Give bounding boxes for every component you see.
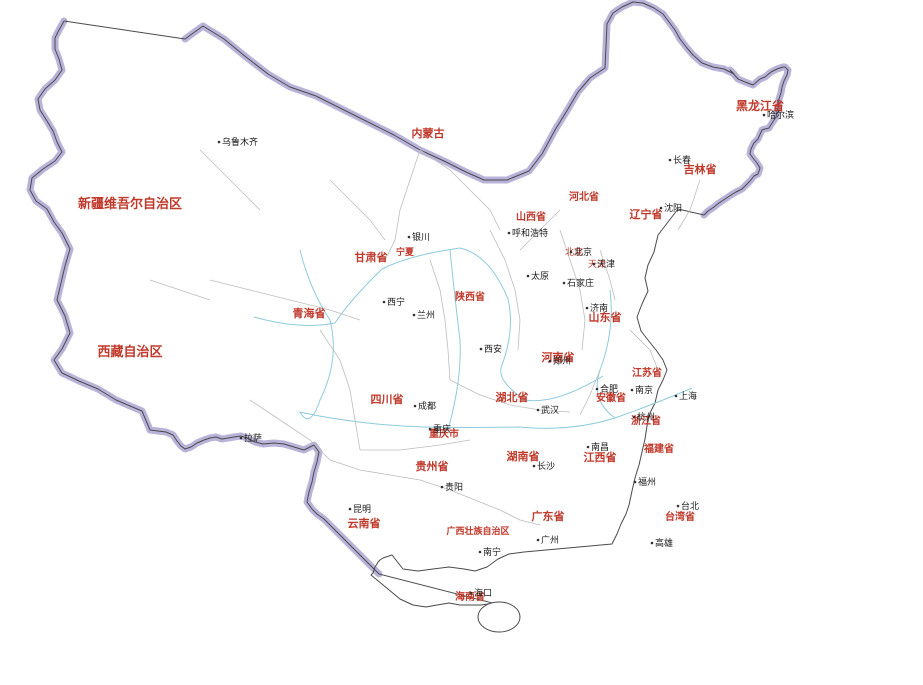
- svg-text:宁夏: 宁夏: [396, 246, 415, 257]
- svg-text:云南省: 云南省: [348, 516, 381, 530]
- svg-text:陕西省: 陕西省: [455, 290, 485, 303]
- svg-text:贵阳: 贵阳: [445, 481, 463, 492]
- svg-text:湖北省: 湖北省: [496, 390, 529, 404]
- svg-text:新疆维吾尔自治区: 新疆维吾尔自治区: [78, 196, 182, 211]
- svg-text:北京: 北京: [574, 246, 592, 257]
- svg-text:南京: 南京: [635, 384, 653, 395]
- svg-text:福州: 福州: [638, 476, 656, 487]
- svg-text:上海: 上海: [679, 390, 697, 401]
- svg-text:南宁: 南宁: [483, 546, 501, 557]
- svg-text:西安: 西安: [484, 343, 502, 354]
- svg-text:甘肃省: 甘肃省: [355, 250, 388, 264]
- svg-text:呼和浩特: 呼和浩特: [512, 227, 548, 238]
- svg-text:四川省: 四川省: [371, 392, 404, 406]
- svg-text:辽宁省: 辽宁省: [630, 207, 663, 221]
- svg-text:合肥: 合肥: [600, 383, 618, 394]
- svg-text:沈阳: 沈阳: [664, 202, 682, 213]
- svg-text:银川: 银川: [412, 231, 430, 242]
- svg-text:武汉: 武汉: [541, 404, 559, 415]
- svg-text:昆明: 昆明: [353, 504, 371, 514]
- svg-text:青海省: 青海省: [293, 306, 326, 320]
- svg-text:重庆: 重庆: [433, 423, 451, 434]
- svg-text:西宁: 西宁: [387, 296, 405, 307]
- svg-text:太原: 太原: [531, 270, 549, 281]
- svg-text:成都: 成都: [418, 400, 436, 411]
- svg-text:海口: 海口: [474, 587, 492, 598]
- svg-text:高雄: 高雄: [655, 537, 673, 548]
- svg-text:福建省: 福建省: [643, 442, 674, 455]
- svg-text:杭州: 杭州: [637, 411, 655, 422]
- svg-text:郑州: 郑州: [553, 355, 571, 366]
- svg-text:台湾省: 台湾省: [665, 510, 695, 523]
- svg-text:哈尔滨: 哈尔滨: [767, 109, 794, 120]
- svg-text:内蒙古: 内蒙古: [412, 126, 445, 140]
- svg-text:湖南省: 湖南省: [507, 449, 540, 463]
- svg-text:西藏自治区: 西藏自治区: [97, 344, 162, 359]
- svg-text:长春: 长春: [673, 154, 691, 165]
- svg-text:江苏省: 江苏省: [632, 366, 662, 379]
- svg-text:乌鲁木齐: 乌鲁木齐: [222, 136, 258, 147]
- svg-text:拉萨: 拉萨: [244, 432, 262, 443]
- svg-text:广州: 广州: [541, 534, 559, 545]
- svg-text:南昌: 南昌: [591, 441, 609, 452]
- svg-text:石家庄: 石家庄: [567, 277, 594, 288]
- svg-text:济南: 济南: [590, 302, 608, 313]
- svg-text:贵州省: 贵州省: [416, 459, 449, 473]
- svg-text:长沙: 长沙: [537, 460, 555, 471]
- svg-text:江西省: 江西省: [584, 450, 617, 464]
- svg-text:山西省: 山西省: [516, 210, 546, 223]
- svg-text:天津: 天津: [597, 259, 615, 269]
- svg-text:兰州: 兰州: [417, 309, 435, 320]
- svg-text:台北: 台北: [681, 500, 699, 511]
- svg-text:河北省: 河北省: [569, 190, 599, 203]
- svg-text:广东省: 广东省: [532, 509, 565, 523]
- svg-text:广西壮族自治区: 广西壮族自治区: [446, 525, 509, 536]
